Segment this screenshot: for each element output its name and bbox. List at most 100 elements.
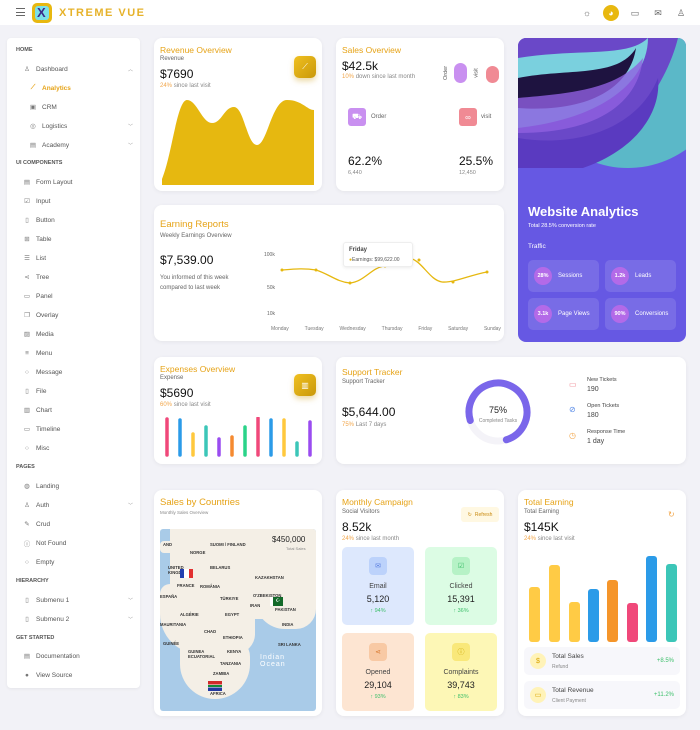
sidebar-item-chart[interactable]: ▥ Chart [23,406,52,415]
tablet-icon: ▭ [23,293,31,300]
id-card-icon: ▣ [29,104,37,111]
comment-icon: ○ [25,368,29,376]
check-square-icon: ☑ [452,557,470,575]
sidebar-item-file[interactable]: ▯ File [23,384,133,398]
monthly-campaign-card: Monthly Campaign Social Visitors 8.52k 2… [336,490,504,716]
checkbox-icon: ☑ [24,198,30,205]
flag-pakistan-icon[interactable]: ☪ [270,597,283,606]
share-icon: ⋖ [24,274,30,281]
card-title: Total Earning [524,497,574,507]
sidebar-item-media[interactable]: ▨ Media [23,330,54,339]
legend-visit-label: visit [473,68,480,78]
conversion-rate: Total 28.5% conversion rate [528,223,596,229]
campaign-complaints: ⓘ Complaints 39,743 ↑ 83% [425,633,497,711]
sidebar-item-empty[interactable]: ○ Empty [23,555,133,569]
card-title: Sales Overview [342,45,402,55]
total-earning-change: 24% since last visit [524,536,575,542]
mail-icon: ✉ [369,557,387,575]
sidebar-item-table[interactable]: ⊞ Table [24,235,52,244]
sidebar-item-documentation[interactable]: ▤ Documentation [23,652,80,661]
sidebar-item-logistics[interactable]: ◎ Logistics ﹀ [30,122,133,131]
brand-title: XTREME VUE [59,7,146,19]
sidebar-item-tree[interactable]: ⋖ Tree [24,273,50,282]
sidebar-item-timeline[interactable]: ▭ Timeline [23,425,61,434]
sidebar-item-crm[interactable]: ▣ CRM [29,103,57,112]
abstract-illustration [518,38,686,168]
sidebar-item-not-found[interactable]: ⓘ Not Found [23,539,67,549]
chart-tooltip: Friday ●Earnings: $99,622.00 [343,242,413,267]
visit-label: visit [481,114,492,120]
sidebar-item-list[interactable]: ☰ List [24,254,47,263]
sun-icon[interactable]: ☼ [582,8,592,18]
total-sales-row: $ Total Sales Refund +8.5% [524,647,680,675]
website-analytics-title: Website Analytics [528,204,639,219]
total-revenue-row: ▭ Total Revenue Client Payment +11.2% [524,681,680,709]
refresh-button[interactable]: ↻ Refresh [461,507,499,522]
sidebar-item-view-source[interactable]: ● View Source [23,668,133,682]
sidebar-item-input[interactable]: ☑ Input [24,197,51,206]
legend-order-label: Order [443,65,450,81]
theme-palette-icon[interactable]: ◕ [603,5,619,21]
y-tick-100k: 100k [264,252,275,258]
exclamation-circle-icon: ⓘ [23,541,31,548]
image-icon: ▨ [23,331,31,338]
sidebar-item-panel[interactable]: ▭ Panel [23,292,53,301]
sidebar-item-overlay[interactable]: ❐ Overlay [24,311,59,320]
chart-bar-icon-button[interactable]: ▥ [294,374,316,396]
chevron-down-icon: ﹀ [127,142,133,149]
sidebar-item-landing[interactable]: ◍ Landing [24,482,60,491]
revenue-change: 24% since last visit [160,83,211,89]
sales-overview-card: Sales Overview $42.5k 10% down since las… [336,38,504,191]
sidebar-item-dashboard[interactable]: ♙ Dashboard ︿ [24,65,133,74]
chevron-up-icon: ︿ [127,66,133,73]
sidebar-item-submenu-2[interactable]: ▯ Submenu 2 ﹀ [23,612,133,626]
total-earning-card: Total Earning Total Earning $145K 24% si… [518,490,686,716]
sales-value: $42.5k [342,59,379,73]
donut-label: Completed Tasks [478,418,518,424]
donut-value: 75% [488,405,507,415]
share-icon: ⋖ [369,643,387,661]
sidebar-item-academy[interactable]: ▤ Academy ﹀ [29,141,133,150]
mail-icon[interactable]: ✉ [654,7,662,18]
globe-icon: ◍ [24,483,30,490]
user-icon[interactable]: ♙ [676,7,686,18]
total-earning-value: $145K [524,520,559,534]
sidebar-item-message[interactable]: ○ Message [23,365,133,379]
sales-map[interactable]: AND SUOMI / FINLAND NORGE UNITED KINGDOM… [160,529,316,711]
expenses-bar-chart [165,417,312,457]
sidebar-item-button[interactable]: ▯ Button [23,213,133,227]
sidebar-item-form-layout[interactable]: ▤ Form Layout [23,178,73,187]
calendar-icon[interactable]: ▭ [630,7,640,18]
bars-icon: ≡ [25,349,29,357]
visit-percent: 25.5% [459,154,494,168]
clone-icon: ❐ [24,312,30,319]
dollar-icon: $ [530,653,546,669]
mobile-icon: ▯ [25,217,29,224]
refresh-icon[interactable]: ↻ [668,510,675,519]
total-sales-label: Total Sales [286,546,306,551]
sidebar-item-menu[interactable]: ≡ Menu [23,346,133,360]
logo-icon[interactable] [32,3,52,23]
flag-south-africa-icon[interactable] [208,681,222,691]
y-tick-50k: 50k [267,285,276,291]
card-subtitle: Support Tracker [342,379,385,385]
sidebar-item-crud[interactable]: ✎ Crud [24,520,51,529]
expenses-change: 60% since last visit [160,402,211,408]
chart-icon-button[interactable]: ⟋ [294,56,316,78]
card-subtitle: Revenue [160,56,185,62]
sidebar-item-analytics[interactable]: ⟋ Analytics [30,84,71,92]
card-subtitle: Weekly Earnings Overview [160,233,232,239]
section-ui-components: UI COMPONENTS [16,160,63,166]
menu-icon[interactable] [16,8,25,16]
campaign-clicked: ☑ Clicked 15,391 ↑ 36% [425,547,497,625]
stat-open-tickets: Open Tickets 180 [587,403,620,419]
card-subtitle: Expense [160,375,184,381]
sidebar-item-auth[interactable]: ♙ Auth ﹀ [24,501,133,510]
flag-france-icon[interactable] [180,569,193,578]
y-tick-10k: 10k [267,311,276,317]
sidebar-item-misc[interactable]: ○ Misc [23,441,133,455]
section-home: HOME [16,47,33,53]
earning-reports-card: Earning Reports Weekly Earnings Overview… [154,205,504,341]
sidebar-item-submenu-1[interactable]: ▯ Submenu 1 ﹀ [23,593,133,607]
order-percent: 62.2% [348,154,383,168]
